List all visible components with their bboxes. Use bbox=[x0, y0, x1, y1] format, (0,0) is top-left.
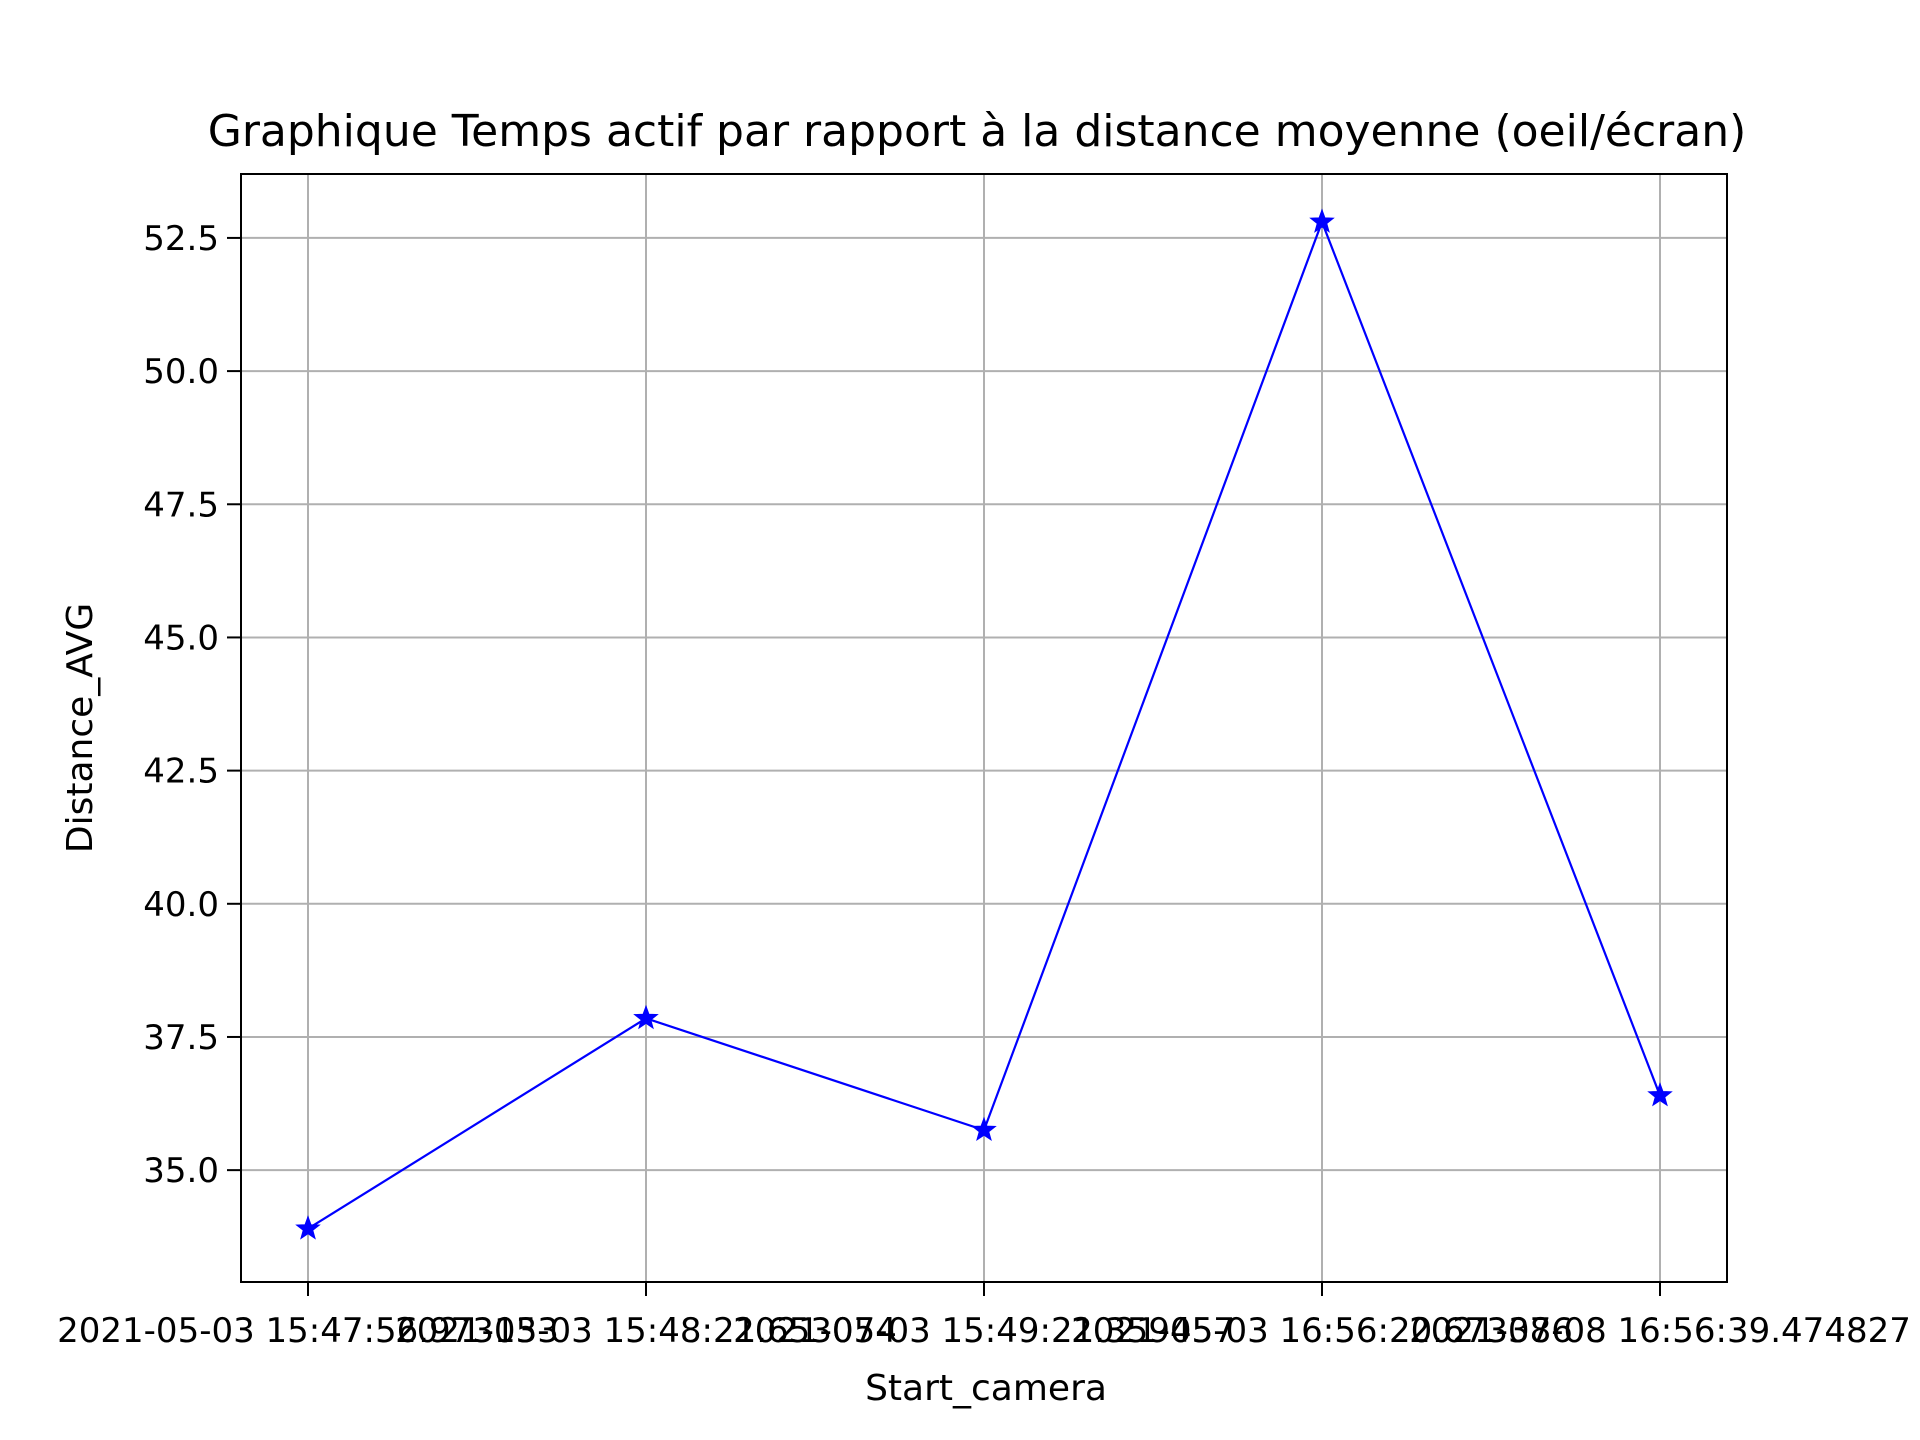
y-tick-label: 42.5 bbox=[143, 752, 219, 792]
data-point-marker bbox=[1309, 208, 1335, 233]
y-axis-label: Distance_AVG bbox=[60, 603, 101, 853]
y-tick-label: 52.5 bbox=[143, 219, 219, 259]
x-tick-label: 2021-05-03 15:47:56.973133 bbox=[57, 1311, 559, 1351]
chart-title: Graphique Temps actif par rapport à la d… bbox=[208, 106, 1747, 157]
x-tick-label: 2021-05-03 15:49:21.359457 bbox=[733, 1311, 1235, 1351]
data-point-marker bbox=[1647, 1082, 1673, 1107]
y-tick-label: 37.5 bbox=[143, 1018, 219, 1058]
x-axis-label: Start_camera bbox=[865, 1368, 1107, 1409]
data-point-marker bbox=[971, 1116, 997, 1142]
data-series bbox=[295, 208, 1673, 1240]
y-tick-label: 40.0 bbox=[143, 885, 219, 925]
x-tick-label: 2021-05-03 15:48:21.653074 bbox=[395, 1311, 897, 1351]
y-tick-label: 45.0 bbox=[143, 618, 219, 658]
x-tick-label: 2021-05-03 16:56:20.673386 bbox=[1071, 1311, 1573, 1351]
y-tick-label: 47.5 bbox=[143, 485, 219, 525]
x-tick-label: 2021-07-08 16:56:39.474827 bbox=[1409, 1311, 1911, 1351]
y-tick-label: 35.0 bbox=[143, 1151, 219, 1191]
y-tick-label: 50.0 bbox=[143, 352, 219, 392]
data-point-marker bbox=[633, 1004, 659, 1030]
plot-frame bbox=[240, 173, 1728, 1283]
data-point-marker bbox=[295, 1215, 321, 1240]
grid bbox=[241, 174, 1727, 1282]
